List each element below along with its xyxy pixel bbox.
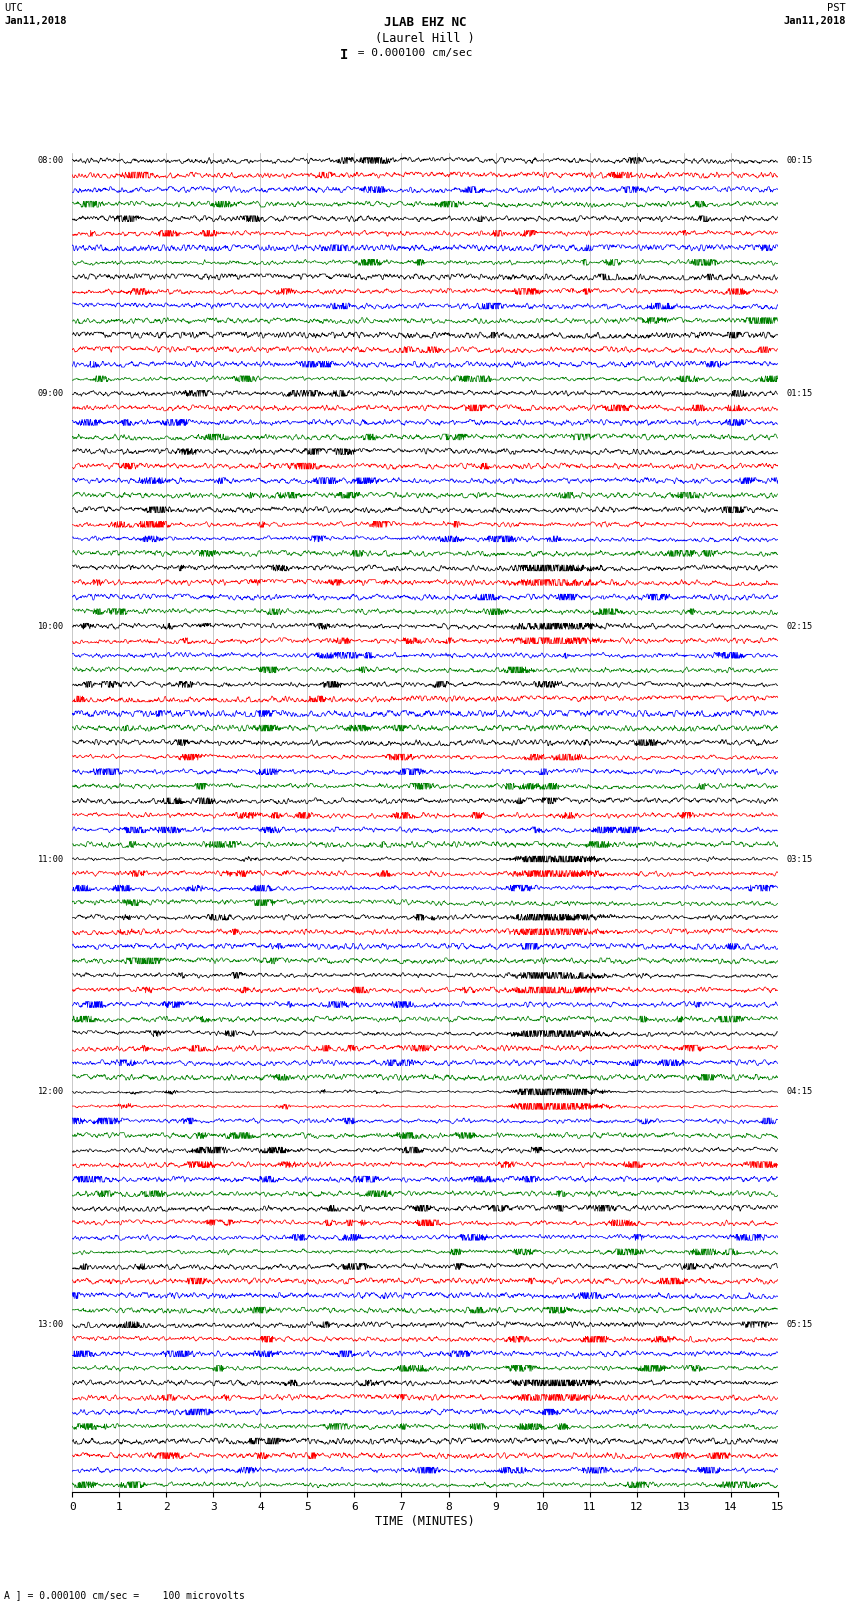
- Text: 12:00: 12:00: [37, 1087, 64, 1097]
- Text: 04:15: 04:15: [786, 1087, 813, 1097]
- Text: JLAB EHZ NC: JLAB EHZ NC: [383, 16, 467, 29]
- Text: 05:15: 05:15: [786, 1319, 813, 1329]
- Text: (Laurel Hill ): (Laurel Hill ): [375, 32, 475, 45]
- Text: 03:15: 03:15: [786, 855, 813, 863]
- Text: 11:00: 11:00: [37, 855, 64, 863]
- Text: 02:15: 02:15: [786, 621, 813, 631]
- Text: A ] = 0.000100 cm/sec =    100 microvolts: A ] = 0.000100 cm/sec = 100 microvolts: [4, 1590, 245, 1600]
- Text: UTC: UTC: [4, 3, 23, 13]
- X-axis label: TIME (MINUTES): TIME (MINUTES): [375, 1515, 475, 1528]
- Text: 10:00: 10:00: [37, 621, 64, 631]
- Text: 01:15: 01:15: [786, 389, 813, 398]
- Text: PST: PST: [827, 3, 846, 13]
- Text: Jan11,2018: Jan11,2018: [783, 16, 846, 26]
- Text: 08:00: 08:00: [37, 156, 64, 165]
- Text: 09:00: 09:00: [37, 389, 64, 398]
- Text: = 0.000100 cm/sec: = 0.000100 cm/sec: [351, 48, 473, 58]
- Text: 13:00: 13:00: [37, 1319, 64, 1329]
- Text: I: I: [340, 48, 348, 63]
- Text: Jan11,2018: Jan11,2018: [4, 16, 67, 26]
- Text: 00:15: 00:15: [786, 156, 813, 165]
